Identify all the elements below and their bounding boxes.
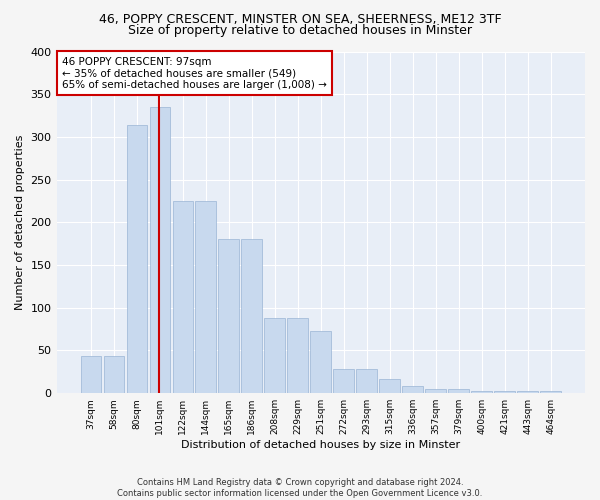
X-axis label: Distribution of detached houses by size in Minster: Distribution of detached houses by size … [181,440,460,450]
Bar [104,356,124,393]
Bar [80,356,101,393]
Bar [265,318,285,393]
Y-axis label: Number of detached properties: Number of detached properties [15,134,25,310]
Text: Size of property relative to detached houses in Minster: Size of property relative to detached ho… [128,24,472,37]
Bar [310,331,331,393]
Bar [241,240,262,393]
Bar [472,390,492,393]
Bar [494,390,515,393]
Bar [517,390,538,393]
Bar [403,386,423,393]
Bar [334,370,354,393]
Bar [196,201,216,393]
Bar [127,125,147,393]
Bar [448,389,469,393]
Bar [149,107,170,393]
Text: 46, POPPY CRESCENT, MINSTER ON SEA, SHEERNESS, ME12 3TF: 46, POPPY CRESCENT, MINSTER ON SEA, SHEE… [98,12,502,26]
Text: Contains HM Land Registry data © Crown copyright and database right 2024.
Contai: Contains HM Land Registry data © Crown c… [118,478,482,498]
Bar [218,240,239,393]
Bar [425,389,446,393]
Bar [287,318,308,393]
Text: 46 POPPY CRESCENT: 97sqm
← 35% of detached houses are smaller (549)
65% of semi-: 46 POPPY CRESCENT: 97sqm ← 35% of detach… [62,56,327,90]
Bar [540,390,561,393]
Bar [173,201,193,393]
Bar [356,370,377,393]
Bar [379,378,400,393]
